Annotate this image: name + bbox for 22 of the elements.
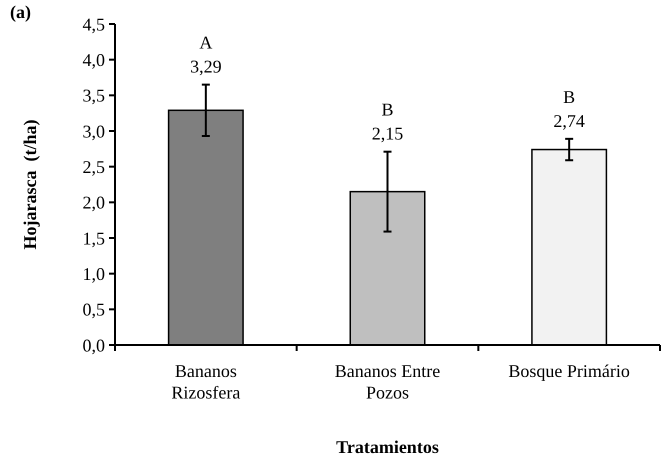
y-tick-label: 3,5 <box>82 86 105 106</box>
y-tick-label: 1,5 <box>82 228 105 248</box>
y-tick-label: 4,5 <box>82 14 105 34</box>
y-tick-label: 3,0 <box>82 121 105 142</box>
y-tick-label: 2,5 <box>82 156 105 177</box>
annotation: A <box>199 32 212 53</box>
x-tick-label: Bosque Primário <box>508 361 630 381</box>
data-label: 2,74 <box>553 110 585 131</box>
annotation: B <box>381 100 394 120</box>
data-label: 3,29 <box>190 56 222 77</box>
x-tick-label: Bananos Rizosfera <box>171 361 240 403</box>
data-label: 2,15 <box>372 124 404 144</box>
y-tick-label: 4,0 <box>82 50 105 70</box>
x-tick-label: Bananos Entre Pozos <box>334 361 440 403</box>
y-tick-label: 0,5 <box>82 300 105 320</box>
y-tick-label: 0,0 <box>82 335 105 356</box>
annotation: B <box>563 86 576 107</box>
y-tick-label: 1,0 <box>82 264 105 284</box>
y-tick-label: 2,0 <box>82 192 105 213</box>
y-axis-title: Hojarasca (t/ha) <box>20 120 40 250</box>
chart-title: (a) <box>10 2 31 22</box>
x-axis-title: Tratamientos <box>336 437 439 457</box>
